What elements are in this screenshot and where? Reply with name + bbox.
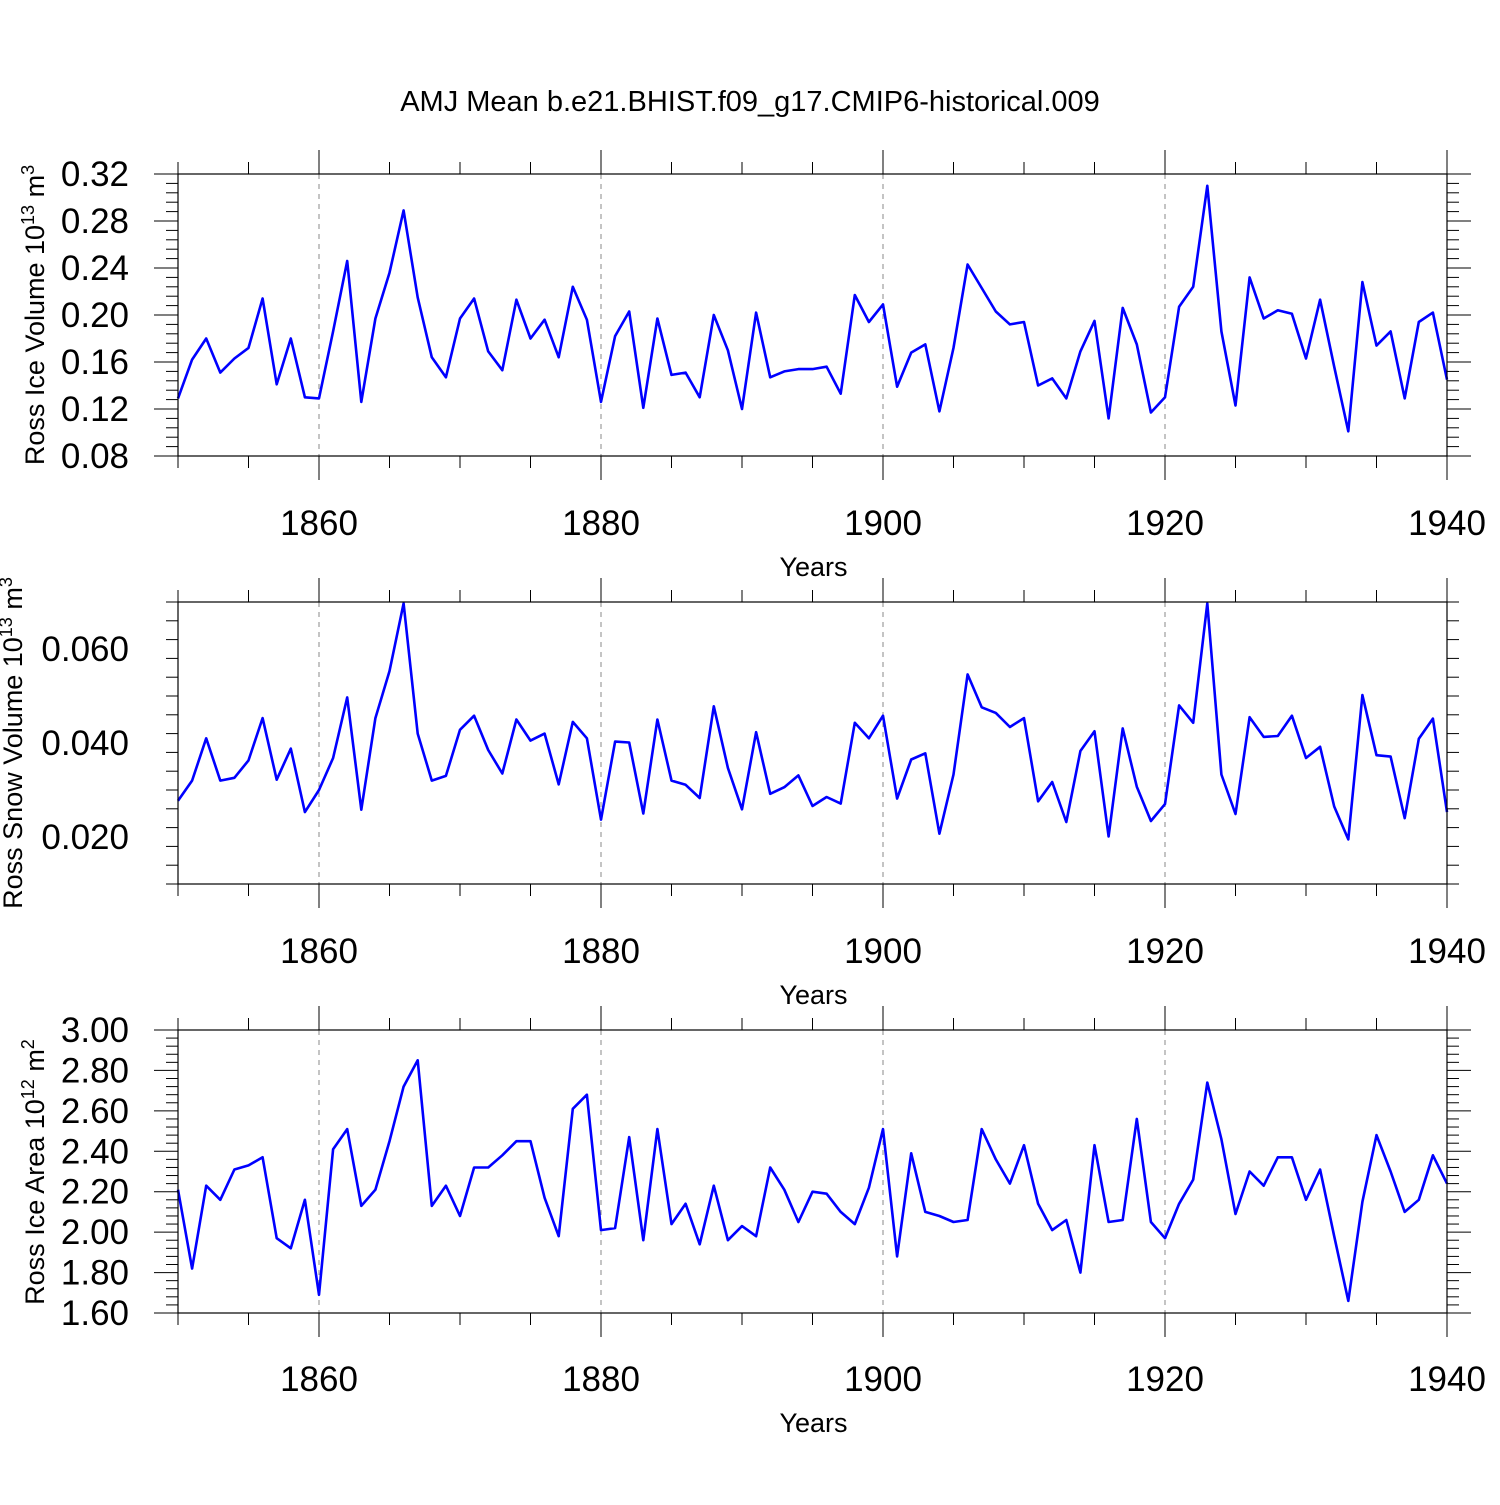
- series-line: [176, 602, 1449, 841]
- y-tick-label: 0.020: [41, 818, 129, 857]
- y-axis-label-superscript: 12: [18, 1079, 38, 1099]
- x-tick-label: 1860: [280, 1360, 358, 1399]
- x-tick-label: 1880: [562, 1360, 640, 1399]
- y-tick-label: 0.20: [61, 296, 129, 335]
- series-line: [176, 1059, 1449, 1303]
- x-tick-label: 1900: [844, 932, 922, 971]
- y-axis-label-text: m: [20, 1049, 50, 1079]
- x-tick-label: 1880: [562, 932, 640, 971]
- x-tick-label: 1880: [562, 504, 640, 543]
- y-axis-label: Ross Ice Volume 1013 m3: [18, 165, 50, 465]
- y-tick-label: 3.00: [61, 1011, 129, 1050]
- y-tick-label: 0.12: [61, 390, 129, 429]
- y-axis-label-text: m: [20, 175, 50, 205]
- panel-2: 1860 1880 1900 1920 1940 Years 0.020 0.040 0.060…: [0, 577, 1486, 1010]
- y-tick-label: 2.00: [61, 1213, 129, 1252]
- x-tick-label: 1940: [1408, 1360, 1486, 1399]
- y-tick-label: 2.20: [61, 1173, 129, 1212]
- x-tick-label: 1920: [1126, 1360, 1204, 1399]
- x-tick-label: 1940: [1408, 932, 1486, 971]
- y-axis-label-superscript: 3: [18, 165, 38, 175]
- y-axis-label: Ross Ice Area 1012 m2: [18, 1039, 50, 1305]
- panel-1: 1860 1880 1900 1920 1940 Years 0.08 0.12 0.16 0.2…: [18, 150, 1486, 582]
- x-tick-label: 1860: [280, 932, 358, 971]
- y-tick-label: 0.16: [61, 343, 129, 382]
- plot-frame: [177, 173, 1448, 457]
- y-tick-label: 1.80: [61, 1254, 129, 1293]
- y-tick-label: 0.32: [61, 155, 129, 194]
- series-line: [176, 184, 1449, 433]
- y-tick-label: 2.40: [61, 1132, 129, 1171]
- x-tick-label: 1860: [280, 504, 358, 543]
- y-axis-label-superscript: 13: [0, 617, 16, 637]
- x-tick-label: 1940: [1408, 504, 1486, 543]
- y-tick-label: 1.60: [61, 1294, 129, 1333]
- y-tick-label: 0.24: [61, 249, 129, 288]
- x-tick-label: 1920: [1126, 932, 1204, 971]
- y-tick-label: 0.060: [41, 630, 129, 669]
- y-tick-label: 0.28: [61, 202, 129, 241]
- y-axis-label-superscript: 2: [18, 1039, 38, 1049]
- x-tick-label: 1900: [844, 1360, 922, 1399]
- x-axis-label: Years: [779, 980, 847, 1010]
- chart-title: AMJ Mean b.e21.BHIST.f09_g17.CMIP6-histo…: [400, 86, 1100, 118]
- y-axis-label-text: m: [0, 587, 28, 617]
- y-tick-label: 2.60: [61, 1092, 129, 1131]
- y-tick-label: 2.80: [61, 1051, 129, 1090]
- y-axis-label-superscript: 13: [18, 205, 38, 225]
- y-axis-label-text: Ross Ice Volume 10: [20, 225, 50, 465]
- plot-frame: [177, 601, 1448, 885]
- y-axis-label-text: Ross Snow Volume 10: [0, 637, 28, 909]
- x-axis-label: Years: [779, 552, 847, 582]
- y-tick-label: 0.040: [41, 724, 129, 763]
- y-axis-label-text: Ross Ice Area 10: [20, 1099, 50, 1305]
- x-tick-label: 1900: [844, 504, 922, 543]
- x-axis-label: Years: [779, 1408, 847, 1438]
- y-axis-label: Ross Snow Volume 1013 m3: [0, 577, 28, 909]
- panel-3: 1860 1880 1900 1920 1940 Years 1.601.802.002.2…: [18, 1006, 1486, 1438]
- x-tick-label: 1920: [1126, 504, 1204, 543]
- plot-frame: [177, 1029, 1448, 1314]
- y-tick-label: 0.08: [61, 437, 129, 476]
- y-axis-label-superscript: 3: [0, 577, 16, 587]
